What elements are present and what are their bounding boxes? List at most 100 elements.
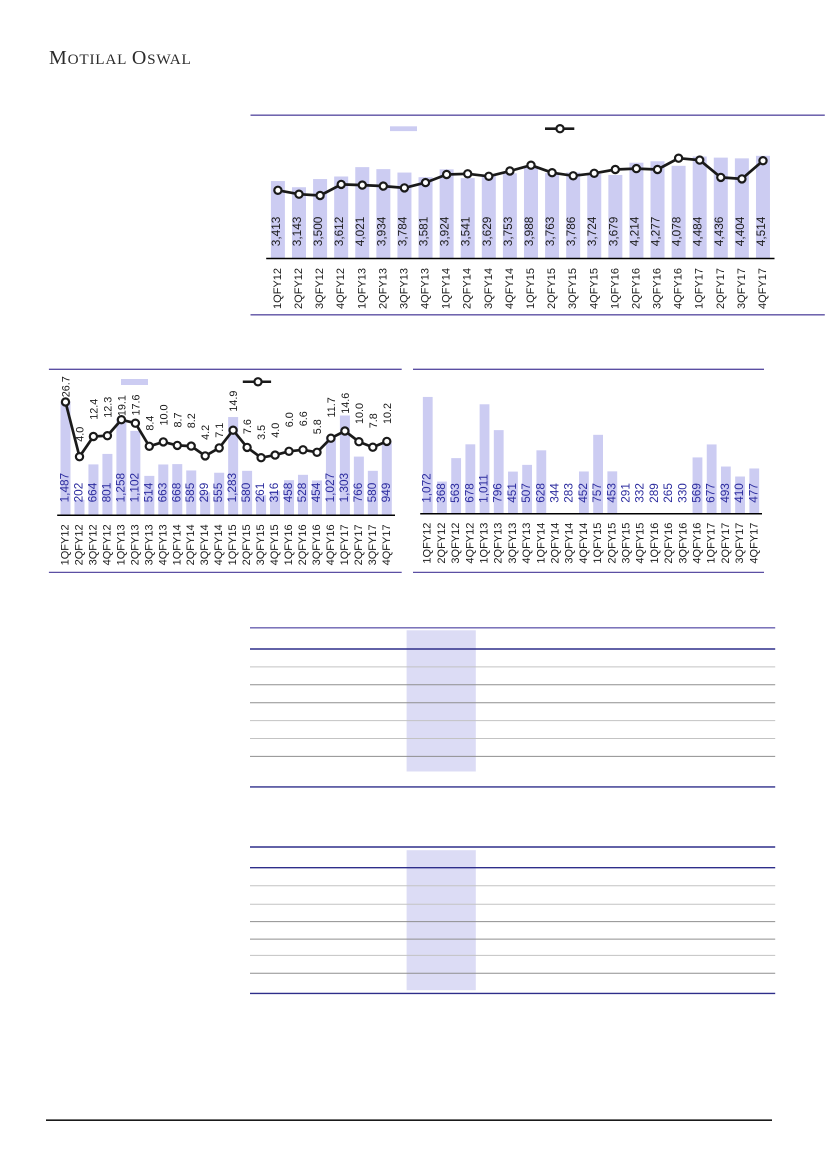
svg-text:507: 507 (519, 483, 533, 503)
svg-text:8.2: 8.2 (186, 413, 198, 428)
svg-text:4QFY15: 4QFY15 (269, 524, 281, 565)
svg-text:766: 766 (351, 482, 365, 502)
svg-text:3,784: 3,784 (395, 216, 409, 246)
svg-text:1,303: 1,303 (337, 472, 351, 502)
svg-text:1QFY15: 1QFY15 (227, 524, 239, 565)
svg-text:2QFY17: 2QFY17 (720, 523, 732, 564)
svg-text:3QFY12: 3QFY12 (314, 268, 326, 309)
svg-text:316: 316 (267, 482, 281, 502)
svg-text:1,072: 1,072 (420, 473, 434, 503)
svg-text:3QFY16: 3QFY16 (677, 523, 689, 564)
svg-text:12.4: 12.4 (88, 399, 100, 420)
svg-text:330: 330 (675, 483, 689, 503)
svg-text:3,786: 3,786 (564, 216, 578, 246)
svg-text:580: 580 (365, 482, 379, 502)
svg-text:6.6: 6.6 (298, 411, 310, 426)
svg-text:1QFY13: 1QFY13 (479, 523, 491, 564)
svg-text:3,724: 3,724 (585, 216, 599, 246)
svg-text:3,763: 3,763 (543, 216, 557, 246)
svg-text:3.5: 3.5 (256, 425, 268, 440)
svg-text:3,629: 3,629 (480, 217, 494, 247)
svg-text:452: 452 (576, 483, 590, 503)
svg-text:4QFY14: 4QFY14 (504, 268, 516, 309)
svg-text:3,988: 3,988 (522, 216, 536, 246)
svg-text:2QFY13: 2QFY13 (129, 524, 141, 565)
svg-text:8.7: 8.7 (172, 412, 184, 427)
svg-text:7.6: 7.6 (242, 419, 254, 434)
svg-text:2QFY15: 2QFY15 (546, 268, 558, 309)
svg-text:678: 678 (462, 483, 476, 503)
svg-text:1,102: 1,102 (127, 473, 141, 503)
svg-text:2QFY14: 2QFY14 (185, 524, 197, 565)
svg-text:3QFY17: 3QFY17 (367, 524, 379, 565)
svg-text:283: 283 (562, 483, 576, 503)
svg-text:6.0: 6.0 (284, 412, 296, 427)
svg-text:4QFY13: 4QFY13 (420, 268, 432, 309)
svg-text:2QFY16: 2QFY16 (663, 523, 675, 564)
svg-text:451: 451 (505, 483, 519, 503)
svg-text:4,078: 4,078 (670, 216, 684, 246)
svg-text:4QFY13: 4QFY13 (521, 523, 533, 564)
svg-text:555: 555 (211, 482, 225, 502)
svg-text:344: 344 (548, 483, 562, 503)
svg-text:265: 265 (661, 483, 675, 503)
svg-text:1QFY16: 1QFY16 (609, 268, 621, 309)
svg-text:10.0: 10.0 (158, 404, 170, 425)
svg-text:4QFY17: 4QFY17 (748, 523, 760, 564)
svg-text:1,027: 1,027 (323, 473, 337, 503)
svg-text:1QFY17: 1QFY17 (706, 523, 718, 564)
svg-text:3,581: 3,581 (417, 217, 431, 247)
svg-text:1QFY15: 1QFY15 (525, 268, 537, 309)
svg-text:1QFY14: 1QFY14 (441, 268, 453, 309)
svg-text:14.9: 14.9 (228, 391, 240, 412)
svg-text:7.1: 7.1 (214, 423, 226, 438)
svg-text:4QFY16: 4QFY16 (691, 523, 703, 564)
svg-text:668: 668 (169, 482, 183, 502)
svg-text:410: 410 (732, 483, 746, 503)
svg-text:3,934: 3,934 (374, 216, 388, 246)
svg-text:796: 796 (491, 483, 505, 503)
svg-text:3QFY13: 3QFY13 (143, 524, 155, 565)
svg-text:1,258: 1,258 (113, 472, 127, 502)
svg-text:202: 202 (71, 483, 85, 503)
svg-text:3QFY13: 3QFY13 (398, 268, 410, 309)
svg-text:628: 628 (533, 483, 547, 503)
svg-text:4,436: 4,436 (712, 216, 726, 246)
svg-text:3QFY17: 3QFY17 (734, 523, 746, 564)
svg-text:1QFY17: 1QFY17 (339, 524, 351, 565)
svg-text:4QFY13: 4QFY13 (157, 524, 169, 565)
svg-text:2QFY16: 2QFY16 (297, 524, 309, 565)
svg-text:2QFY14: 2QFY14 (462, 268, 474, 309)
svg-text:514: 514 (141, 482, 155, 502)
svg-text:19.1: 19.1 (116, 395, 128, 416)
svg-text:569: 569 (689, 483, 703, 503)
svg-text:4,277: 4,277 (649, 217, 663, 247)
svg-text:10.2: 10.2 (382, 403, 394, 424)
svg-text:3QFY16: 3QFY16 (311, 524, 323, 565)
svg-text:3QFY15: 3QFY15 (567, 268, 579, 309)
svg-text:4QFY16: 4QFY16 (673, 268, 685, 309)
svg-text:580: 580 (239, 482, 253, 502)
svg-text:2QFY15: 2QFY15 (241, 524, 253, 565)
svg-text:453: 453 (604, 483, 618, 503)
svg-text:4,514: 4,514 (754, 216, 768, 246)
svg-text:8.4: 8.4 (144, 416, 156, 431)
svg-text:14.6: 14.6 (340, 393, 352, 414)
svg-text:3,679: 3,679 (606, 217, 620, 247)
svg-text:1,011: 1,011 (477, 474, 491, 503)
svg-text:3,753: 3,753 (501, 216, 515, 246)
svg-text:458: 458 (281, 482, 295, 502)
svg-text:4QFY14: 4QFY14 (213, 524, 225, 565)
svg-text:1QFY13: 1QFY13 (356, 268, 368, 309)
svg-text:3,924: 3,924 (438, 216, 452, 246)
svg-text:477: 477 (746, 483, 760, 503)
svg-text:493: 493 (718, 483, 732, 503)
svg-text:2QFY16: 2QFY16 (630, 268, 642, 309)
svg-text:528: 528 (295, 482, 309, 502)
svg-text:1QFY13: 1QFY13 (115, 524, 127, 565)
svg-text:4QFY12: 4QFY12 (335, 268, 347, 309)
svg-text:7.8: 7.8 (368, 413, 380, 428)
svg-text:3QFY14: 3QFY14 (483, 268, 495, 309)
svg-text:10.0: 10.0 (354, 403, 366, 424)
svg-text:5.8: 5.8 (312, 419, 324, 434)
